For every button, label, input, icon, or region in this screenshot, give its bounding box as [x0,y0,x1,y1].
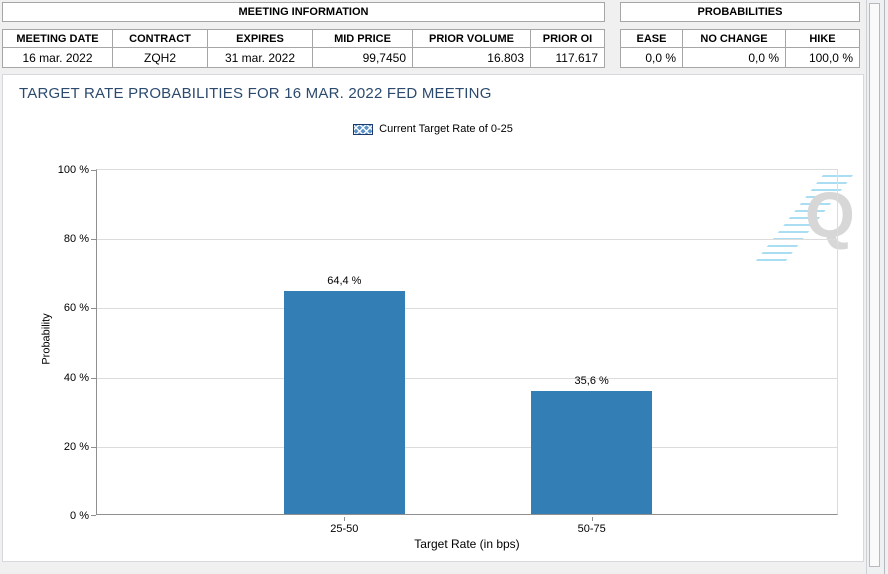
column-header: PRIOR OI [542,32,593,45]
y-tick-label: 20 % [63,441,89,453]
y-tick-label: 60 % [63,302,89,314]
x-tick [591,517,593,521]
legend-swatch-crosshatch-icon[interactable] [353,123,374,135]
chart-title: TARGET RATE PROBABILITIES FOR 16 MAR. 20… [19,85,492,102]
y-tick [91,378,96,379]
meeting-information-header: MEETING INFORMATION [2,2,605,22]
plot-area: 100 % 80 % 60 % 40 % 20 % 0 % 64,4 % 35,… [58,164,838,535]
y-tick [91,447,96,448]
bar-slot: 35,6 % [531,170,653,514]
bar-value-label: 64,4 % [327,275,362,287]
gridline-40 [97,378,837,379]
column-header: EXPIRES [208,30,313,47]
chart-legend: Current Target Rate of 0-25 [3,123,863,135]
mid-price-value: 99,7450 [313,48,413,67]
bar[interactable] [283,291,405,514]
vertical-scrollbar[interactable] [866,0,888,574]
column-header: NO CHANGE [683,30,786,47]
y-tick [91,308,96,309]
probabilities-table: PROBABILITIES EASE NO CHANGE HIKE 0,0 % … [620,2,860,68]
column-header: HIKE [809,32,836,45]
x-category-label: 50-75 [577,523,606,535]
x-tick [344,517,346,521]
probabilities-header: PROBABILITIES [620,2,860,22]
legend-label[interactable]: Current Target Rate of 0-25 [379,123,513,135]
no-change-value: 0,0 % [683,48,786,67]
contract-value: ZQH2 [113,48,208,67]
y-tick-label: 40 % [63,372,89,384]
gridline-80 [97,239,837,240]
probabilities-column-header-row: EASE NO CHANGE HIKE [621,30,859,48]
x-category-label: 25-50 [330,523,359,535]
meeting-information-table: MEETING INFORMATION MEETING DATE CONTRAC… [2,2,605,68]
bar-value-label: 35,6 % [574,375,609,387]
bar-slot: 64,4 % [283,170,405,514]
expires-value: 31 mar. 2022 [208,48,313,67]
meeting-date-value: 16 mar. 2022 [3,48,113,67]
column-header: CONTRACT [113,30,208,47]
y-tick [91,515,96,516]
vertical-scrollbar-thumb[interactable] [869,3,880,567]
y-tick-label: 100 % [57,164,89,176]
column-header: PRIOR VOLUME [413,30,531,47]
y-tick [91,170,96,171]
meeting-information-value-row: 16 mar. 2022 ZQH2 31 mar. 2022 99,7450 1… [3,48,604,67]
x-axis-label: Target Rate (in bps) [414,537,520,551]
y-axis-label: Probability [40,313,53,365]
hike-value: 100,0 % [808,50,853,65]
scrollbar-edge-line [884,0,885,574]
gridline-60 [97,308,837,309]
fedwatch-chart-panel: TARGET RATE PROBABILITIES FOR 16 MAR. 20… [2,74,864,562]
y-tick-label: 0 % [70,510,89,522]
prior-oi-value: 117.617 [555,50,599,65]
column-header: MID PRICE [313,30,413,47]
y-tick-label: 80 % [63,233,89,245]
column-header: EASE [621,30,683,47]
gridline-20 [97,447,837,448]
column-header: MEETING DATE [3,30,113,47]
meeting-information-column-header-row: MEETING DATE CONTRACT EXPIRES MID PRICE … [3,30,604,48]
y-tick [91,239,96,240]
ease-value: 0,0 % [621,48,683,67]
bar[interactable] [531,391,653,514]
probabilities-value-row: 0,0 % 0,0 % 100,0 % [621,48,859,67]
prior-volume-value: 16.803 [413,48,531,67]
